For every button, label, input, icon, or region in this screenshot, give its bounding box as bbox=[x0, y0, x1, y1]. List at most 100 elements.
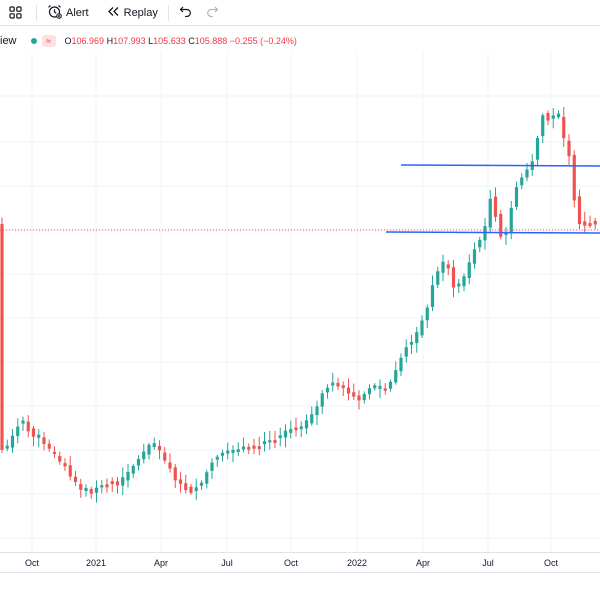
symbol-title: iew bbox=[0, 35, 17, 47]
candle-body bbox=[436, 271, 440, 285]
candle-body bbox=[52, 451, 57, 454]
candle-body bbox=[115, 481, 120, 486]
candle-body bbox=[325, 387, 330, 393]
candle-body bbox=[152, 443, 156, 448]
ohlc-values: O106.969 H107.993 L105.633 C105.888 −0.2… bbox=[65, 36, 297, 46]
replay-label: Replay bbox=[123, 6, 158, 19]
candle-body bbox=[462, 276, 466, 287]
low-label: L bbox=[148, 36, 154, 46]
candle-body bbox=[556, 113, 561, 118]
candle-body bbox=[142, 451, 146, 460]
candle-body bbox=[509, 207, 513, 233]
alert-button[interactable]: Alert bbox=[47, 0, 89, 26]
price-chart-canvas[interactable] bbox=[0, 52, 600, 552]
candle-body bbox=[184, 483, 188, 491]
redo-button[interactable] bbox=[206, 0, 219, 26]
candle-body bbox=[105, 484, 109, 488]
candle-body bbox=[525, 169, 529, 178]
candle-body bbox=[294, 427, 298, 431]
alarm-clock-icon bbox=[47, 4, 62, 22]
candle-body bbox=[420, 320, 424, 336]
candle-body bbox=[278, 435, 282, 438]
candle-body bbox=[394, 370, 398, 383]
candle-body bbox=[194, 487, 198, 492]
candle-body bbox=[346, 387, 351, 394]
support-line[interactable] bbox=[385, 231, 600, 234]
candle-body bbox=[252, 445, 256, 449]
redo-icon bbox=[206, 5, 219, 20]
candle-body bbox=[357, 395, 361, 401]
candle-body bbox=[488, 198, 492, 228]
candle-body bbox=[147, 444, 151, 455]
candle-body bbox=[315, 406, 319, 416]
candle-body bbox=[425, 307, 429, 321]
candle-body bbox=[89, 489, 93, 494]
toolbar-divider bbox=[36, 4, 37, 21]
low-value: 105.633 bbox=[153, 36, 186, 46]
close-value: 105.888 bbox=[194, 36, 228, 46]
candle-body bbox=[572, 154, 576, 201]
candle-body bbox=[283, 430, 288, 438]
candle-body bbox=[226, 450, 230, 454]
candle-body bbox=[588, 223, 592, 227]
candle-body bbox=[520, 177, 524, 186]
candle-body bbox=[241, 446, 246, 450]
candle-body bbox=[163, 452, 167, 461]
undo-button[interactable] bbox=[179, 0, 192, 26]
candle-body bbox=[388, 381, 393, 389]
market-status-icon[interactable] bbox=[30, 38, 37, 44]
candle-body bbox=[210, 462, 214, 471]
candle-body bbox=[583, 221, 587, 226]
candle-body bbox=[352, 392, 356, 397]
candle-body bbox=[331, 382, 335, 386]
replay-button[interactable]: Replay bbox=[107, 0, 158, 26]
layout-grid-icon[interactable] bbox=[9, 0, 22, 26]
time-axis-label: Oct bbox=[543, 558, 559, 568]
candle-body bbox=[499, 213, 503, 237]
top-toolbar: Alert Replay bbox=[0, 0, 600, 26]
candle-body bbox=[367, 388, 372, 395]
candle-body bbox=[247, 446, 251, 450]
time-axis-label: 2021 bbox=[85, 558, 107, 568]
time-axis[interactable]: Oct 2021 Apr Jul Oct 2022 Apr Jul Oct bbox=[0, 552, 600, 572]
data-badge-icon[interactable]: ≈ bbox=[41, 35, 56, 47]
resistance-line[interactable] bbox=[400, 164, 600, 167]
time-axis-label: Apr bbox=[415, 558, 431, 568]
candle-body bbox=[126, 471, 130, 481]
candle-body bbox=[404, 347, 408, 357]
candle-body bbox=[310, 414, 314, 424]
rewind-icon bbox=[107, 6, 120, 20]
candle-body bbox=[26, 421, 30, 432]
candle-body bbox=[68, 465, 72, 477]
candle-body bbox=[58, 456, 62, 462]
candle-body bbox=[567, 140, 571, 157]
candle-body bbox=[231, 449, 235, 453]
candle-body bbox=[409, 341, 414, 345]
candle-body bbox=[273, 439, 277, 443]
open-value: 106.969 bbox=[71, 36, 105, 46]
candle-body bbox=[94, 487, 99, 493]
candle-body bbox=[399, 357, 403, 372]
candle-body bbox=[5, 445, 9, 449]
high-value: 107.993 bbox=[113, 36, 146, 46]
candle-body bbox=[320, 393, 324, 407]
candle-body bbox=[47, 443, 51, 449]
ohlc-legend: iew ≈ O106.969 H107.993 L105.633 C105.88… bbox=[0, 33, 297, 49]
undo-icon bbox=[179, 5, 192, 20]
candle-body bbox=[299, 426, 303, 430]
candle-body bbox=[10, 435, 15, 448]
bottom-panel bbox=[0, 572, 600, 600]
time-axis-label: Oct bbox=[24, 558, 40, 568]
candle-body bbox=[42, 437, 46, 445]
candle-body bbox=[21, 420, 25, 424]
candle-body bbox=[451, 267, 456, 288]
candle-body bbox=[84, 487, 88, 491]
time-axis-label: Oct bbox=[283, 558, 299, 568]
candle-body bbox=[121, 477, 125, 486]
candle-body bbox=[0, 223, 4, 450]
candle-body bbox=[205, 472, 209, 484]
candle-body bbox=[173, 467, 177, 481]
candle-body bbox=[79, 484, 83, 490]
candle-body bbox=[73, 476, 78, 483]
candle-body bbox=[362, 394, 366, 401]
